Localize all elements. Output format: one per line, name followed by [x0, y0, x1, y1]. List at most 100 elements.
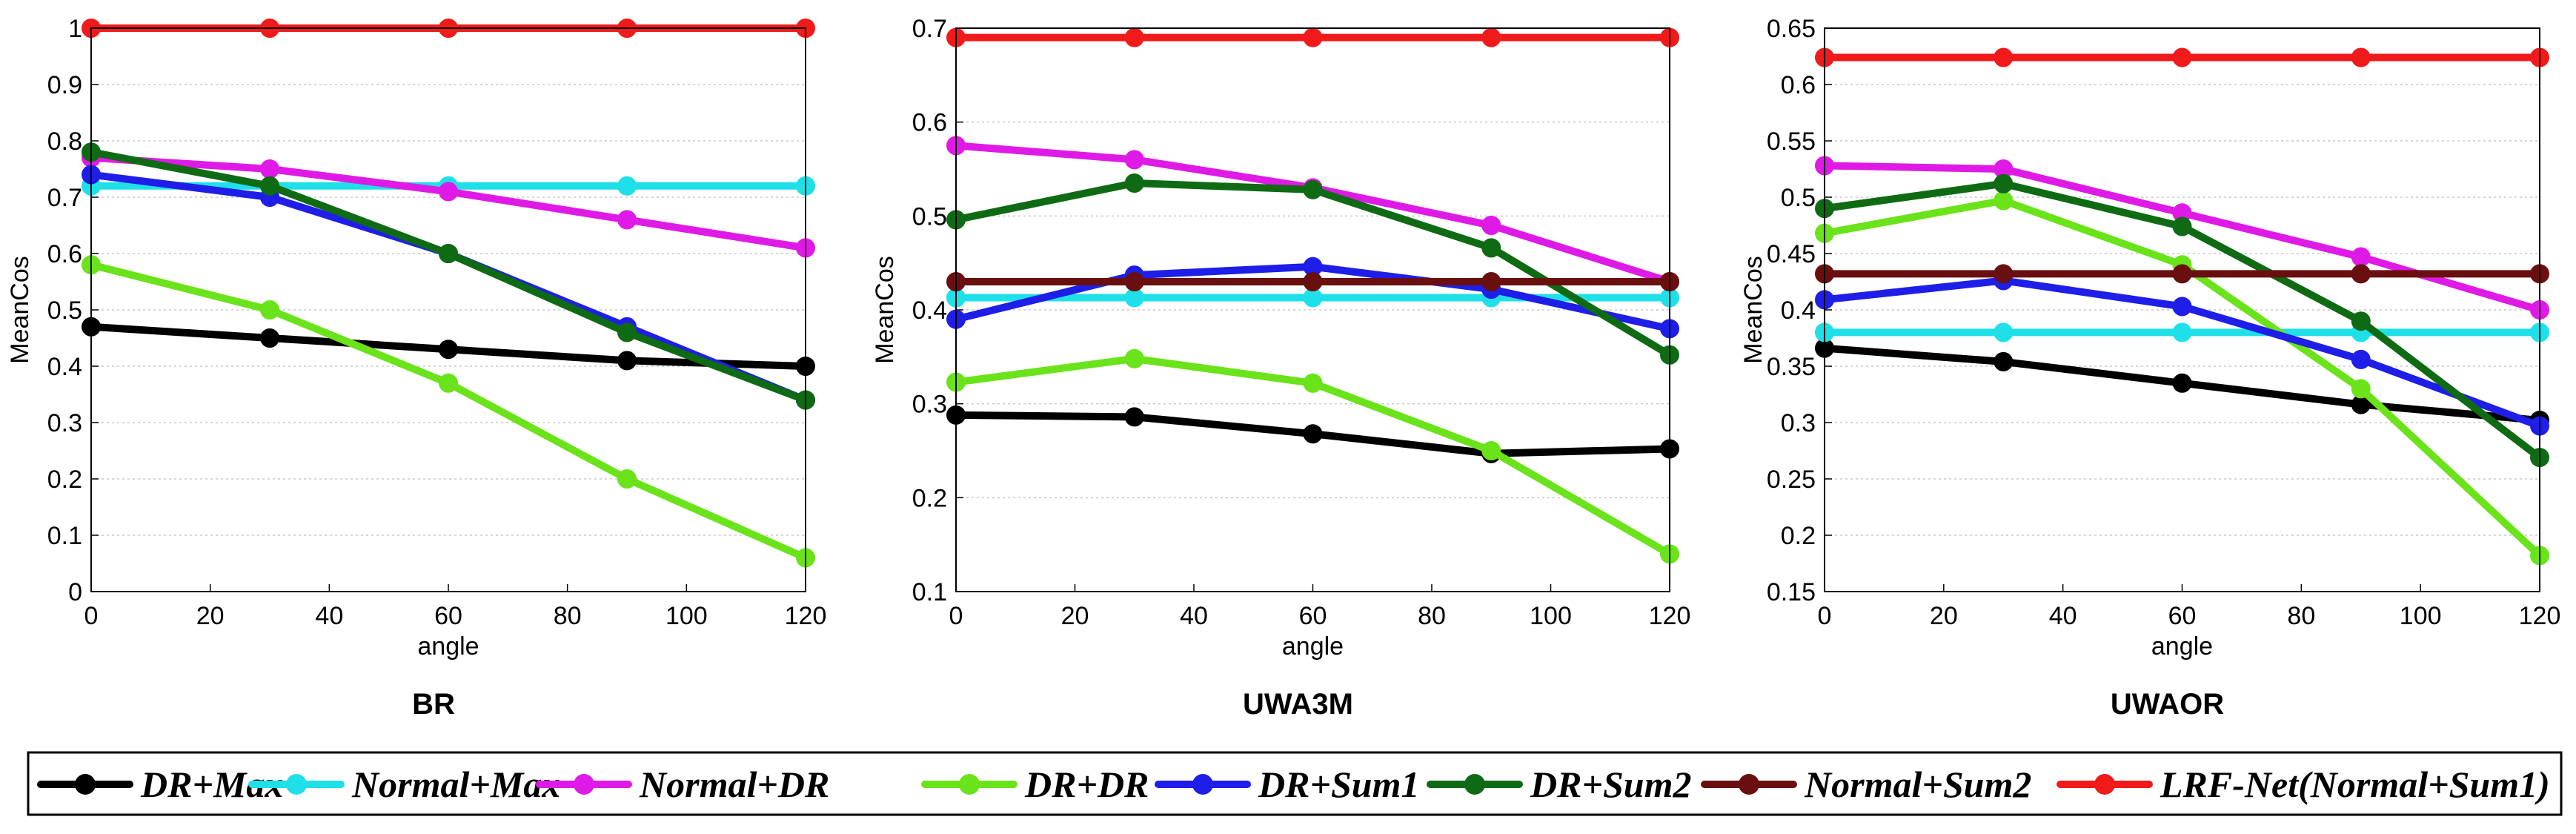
y-tick-label: 0.3: [912, 391, 947, 419]
x-tick-label: 40: [1180, 602, 1208, 630]
data-point: [260, 176, 279, 196]
y-tick-label: 1: [68, 15, 82, 43]
y-tick-label: 0.55: [1767, 128, 1816, 156]
data-point: [2172, 373, 2192, 393]
data-point: [1124, 407, 1144, 427]
data-point: [439, 182, 458, 202]
x-tick-label: 20: [196, 602, 225, 630]
plot-frame: [1824, 27, 2540, 592]
data-point: [1481, 272, 1501, 291]
y-tick-label: 0.4: [1781, 297, 1816, 325]
y-tick-label: 0.6: [912, 109, 947, 137]
data-point: [1124, 348, 1144, 368]
data-point: [2351, 247, 2371, 267]
y-tick-label: 0.1: [47, 522, 82, 550]
data-point: [1124, 173, 1144, 193]
data-point: [439, 373, 458, 393]
data-point: [1124, 272, 1144, 291]
y-tick-label: 0.6: [1781, 71, 1816, 99]
chart-uwa3m: 0.1 0.2 0.3 0.4 0.5 0.6 0.7 0 20 40 60 80 100 120 angl…: [871, 15, 1690, 721]
y-tick-label: 0.3: [1781, 409, 1816, 437]
data-point: [2351, 311, 2371, 331]
y-tick-label: 0.4: [912, 297, 947, 325]
y-tick-label: 0.9: [47, 71, 82, 99]
series-normal-sum2: [946, 272, 1679, 291]
legend-swatch-marker: [2094, 774, 2115, 795]
series-dr-max: [82, 317, 815, 376]
legend-swatch-marker: [75, 774, 96, 795]
data-point: [1481, 27, 1501, 47]
series-normal-dr: [1815, 156, 2549, 320]
y-tick-label: 0.2: [912, 484, 947, 512]
legend-label: Normal+Max: [351, 764, 560, 805]
data-point: [617, 176, 637, 196]
legend-item-normal-max: Normal+Max: [248, 764, 560, 805]
data-point: [1481, 238, 1501, 258]
data-point: [1481, 441, 1501, 460]
x-tick-label: 120: [2519, 602, 2561, 630]
data-point: [617, 469, 637, 489]
data-point: [1994, 173, 2014, 193]
data-point: [2172, 216, 2192, 236]
y-tick-label: 0.5: [912, 202, 947, 231]
x-tick-label: 0: [949, 602, 963, 630]
data-point: [1994, 191, 2014, 211]
chart-br: 0 0.1 0.2 0.3 0.4 0.5 0.6 0.7 0.8 0.9 1 0 20 40 60 80 10…: [6, 15, 826, 721]
legend-item-normal-sum2: Normal+Sum2: [1701, 764, 2031, 805]
x-tick-label: 120: [1649, 602, 1691, 630]
data-point: [617, 351, 637, 371]
data-point: [1303, 424, 1323, 444]
series-normal-max: [1815, 322, 2549, 342]
legend-label: DR+Sum2: [1530, 764, 1691, 805]
data-point: [1481, 216, 1501, 235]
series-lrf-net-normal-sum1: [1815, 47, 2549, 67]
data-point: [439, 244, 458, 263]
chart-title: UWAOR: [2111, 688, 2224, 721]
data-point: [260, 300, 279, 320]
legend-item-lrf-net-normal-sum1: LRF-Net(Normal+Sum1): [2057, 764, 2550, 805]
data-point: [2172, 264, 2192, 284]
y-tick-label: 0.1: [912, 578, 947, 606]
x-tick-label: 100: [665, 602, 708, 630]
x-tick-label: 80: [1418, 602, 1446, 630]
legend-item-dr-dr: DR+DR: [921, 764, 1149, 805]
data-point: [1303, 27, 1323, 47]
series-normal-dr: [82, 148, 815, 258]
data-point: [1303, 288, 1323, 308]
y-tick-label: 0.3: [47, 409, 82, 437]
series-line-dr-dr: [87, 261, 809, 562]
y-tick-label: 0.5: [47, 297, 82, 325]
data-point: [1994, 47, 2014, 67]
x-tick-label: 20: [1061, 602, 1089, 630]
x-tick-label: 60: [2168, 602, 2197, 630]
x-tick-label: 40: [315, 602, 343, 630]
legend-swatch-marker: [1739, 774, 1759, 795]
legend-item-dr-sum2: DR+Sum2: [1427, 764, 1691, 805]
plot-frame: [955, 27, 1670, 592]
data-point: [2172, 322, 2192, 342]
data-point: [260, 328, 279, 348]
legend-label: Normal+DR: [639, 764, 829, 805]
y-tick-label: 0.35: [1767, 353, 1816, 381]
x-tick-label: 60: [434, 602, 462, 630]
x-tick-label: 0: [84, 602, 99, 630]
x-tick-label: 0: [1818, 602, 1832, 630]
y-axis-label: MeanCos: [1739, 256, 1767, 364]
legend-label: Normal+Sum2: [1804, 764, 2031, 805]
data-point: [1994, 264, 2014, 284]
series-dr-max: [946, 405, 1679, 463]
x-tick-label: 40: [2049, 602, 2077, 630]
y-tick-label: 0: [68, 578, 82, 606]
legend-swatch-marker: [574, 774, 594, 795]
legend-swatch-marker: [959, 774, 980, 795]
data-point: [617, 210, 637, 230]
data-point: [2172, 47, 2192, 67]
y-tick-label: 0.7: [912, 15, 947, 43]
x-axis-label: angle: [2151, 632, 2213, 661]
data-point: [617, 322, 637, 342]
data-point: [2351, 379, 2371, 399]
plot-frame: [90, 27, 806, 592]
x-axis-label: angle: [417, 632, 479, 661]
data-point: [260, 159, 279, 179]
series-dr-dr: [82, 255, 815, 568]
